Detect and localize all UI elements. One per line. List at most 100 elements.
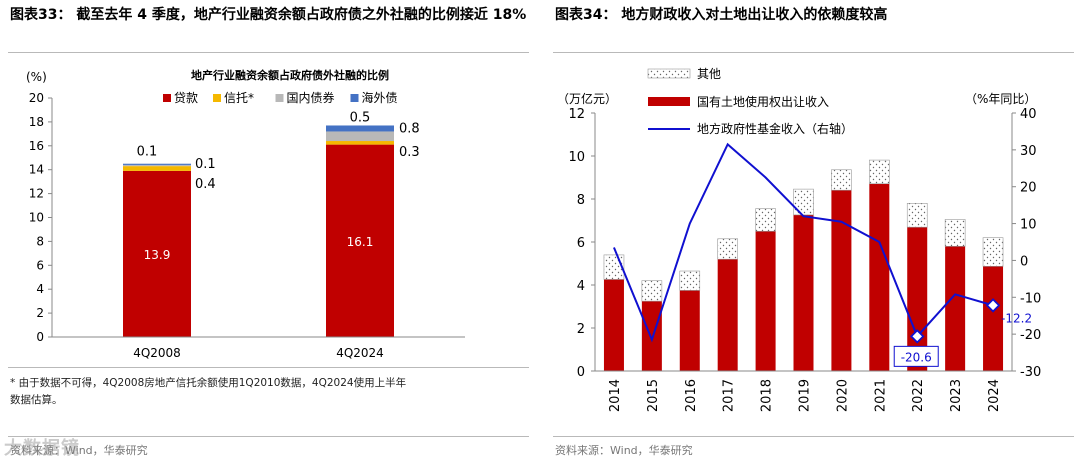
- left-bar-segment: [326, 141, 394, 145]
- right-bar-land: [717, 259, 738, 371]
- right-x-tick-label: 2018: [760, 379, 775, 412]
- left-title-rule: [8, 52, 529, 53]
- left-y-tick-label: 0: [36, 330, 44, 344]
- left-note-rule: [8, 367, 529, 368]
- left-bar-segment: [326, 125, 394, 132]
- right-annotation-marker: [909, 329, 925, 344]
- right-bar-land: [603, 279, 624, 371]
- right-right-tick-label: 40: [1020, 107, 1037, 122]
- right-right-axis-label: （%年同比）: [965, 92, 1036, 106]
- left-legend-swatch: [275, 94, 284, 102]
- left-source-rule: [8, 436, 529, 437]
- watermark-logo: 大数据镜: [4, 438, 80, 459]
- right-x-tick-label: 2016: [684, 379, 699, 412]
- left-data-label: 0.4: [195, 177, 216, 192]
- left-bar-segment: [326, 131, 394, 142]
- right-source: 资料来源：Wind，华泰研究: [555, 444, 693, 457]
- right-bar-land: [945, 246, 966, 371]
- right-right-tick-label: 30: [1020, 144, 1037, 159]
- right-bar-land: [793, 214, 814, 371]
- right-annotation-label: -12.2: [1001, 311, 1032, 325]
- left-bar-segment: [123, 164, 191, 167]
- right-legend-swatch-land: [648, 97, 690, 106]
- left-panel: 图表33： 截至去年 4 季度，地产行业融资余额占政府债之外社融的比例接近 18…: [0, 0, 535, 463]
- right-left-tick-label: 8: [577, 193, 585, 208]
- right-x-tick-label: 2019: [798, 379, 813, 412]
- right-right-tick-label: 0: [1020, 254, 1028, 269]
- left-data-label: 0.8: [399, 121, 420, 136]
- right-bar-other: [717, 238, 738, 260]
- left-data-label: 0.1: [195, 157, 216, 172]
- right-source-rule: [553, 436, 1074, 437]
- right-right-y-ticks: -30 -20 -10 0 10 20 30 40: [1012, 107, 1041, 380]
- left-legend-label: 信托*: [224, 91, 254, 105]
- left-data-label: 0.3: [399, 145, 420, 160]
- left-data-labels: 13.9 0.4 0.1 0.1 16.1 0.3 0.8 0.5: [137, 110, 420, 261]
- right-bar-land: [869, 183, 890, 371]
- right-bar-other: [641, 280, 663, 302]
- right-annotation-marker: [985, 298, 1001, 313]
- right-legend-swatch-other: [647, 68, 691, 79]
- left-source: 资料来源：Wind，华泰研究: [10, 444, 148, 457]
- left-y-tick-label: 20: [29, 91, 44, 105]
- right-title-rule: [553, 52, 1074, 53]
- right-bar-other: [869, 159, 890, 185]
- right-bar-other: [982, 237, 1004, 267]
- left-data-label: 0.1: [137, 145, 158, 160]
- right-legend-label-other: 其他: [697, 67, 721, 81]
- right-left-tick-label: 0: [577, 365, 585, 380]
- right-annotations: -20.6 -12.2: [893, 298, 1032, 367]
- left-legend-label: 国内债券: [287, 90, 335, 105]
- right-bar-other: [793, 188, 814, 216]
- left-y-ticks: 0 2 4 6 8 10 12 14 16 18 20: [29, 91, 52, 344]
- right-x-tick-label: 2024: [987, 379, 1002, 412]
- right-left-tick-label: 2: [577, 322, 585, 337]
- right-x-ticks: 2014 2015 2016 2017 2018 2019 2020 2021 2022 2023…: [608, 379, 1002, 412]
- right-left-y-ticks: 0 2 4 6 8 10 12: [568, 107, 595, 380]
- left-bar-segment: [123, 163, 191, 165]
- right-left-axis-label: （万亿元）: [557, 91, 617, 106]
- right-bar-land: [755, 231, 776, 371]
- left-y-tick-label: 10: [29, 211, 44, 225]
- right-right-tick-label: -30: [1020, 365, 1041, 380]
- right-bar-other: [831, 169, 852, 191]
- left-legend-label: 贷款: [174, 91, 198, 105]
- left-y-tick-label: 14: [29, 163, 44, 177]
- right-bar-other: [679, 270, 701, 291]
- right-right-tick-label: -10: [1020, 291, 1041, 306]
- left-y-tick-label: 8: [36, 234, 44, 248]
- left-bar-segment: [123, 170, 191, 337]
- left-figure-title: 图表33： 截至去年 4 季度，地产行业融资余额占政府债之外社融的比例接近 18…: [10, 7, 527, 23]
- right-annotation-label: -20.6: [901, 350, 932, 364]
- left-footnote-1: * 由于数据不可得，4Q2008房地产信托余额使用1Q2010数据，4Q2024…: [10, 377, 407, 389]
- left-legend-label: 海外债: [362, 90, 398, 105]
- right-bar-other: [944, 219, 966, 247]
- left-data-label: 13.9: [144, 248, 171, 262]
- right-left-tick-label: 6: [577, 236, 585, 251]
- left-data-label: 0.5: [350, 110, 371, 125]
- left-y-tick-label: 6: [36, 258, 44, 272]
- left-y-axis-label: (%): [26, 70, 47, 84]
- left-y-tick-label: 16: [29, 139, 44, 153]
- right-bar-other: [906, 203, 928, 228]
- right-x-tick-label: 2014: [608, 379, 623, 412]
- left-x-ticks: 4Q2008 4Q2024: [133, 346, 384, 360]
- left-legend-swatch: [350, 94, 359, 102]
- left-x-tick-label: 4Q2024: [336, 346, 384, 360]
- right-x-tick-label: 2021: [873, 379, 888, 412]
- right-bar-other: [755, 208, 776, 232]
- right-legend-label-land: 国有土地使用权出让收入: [697, 94, 829, 109]
- right-bar-land: [679, 290, 700, 371]
- left-x-tick-label: 4Q2008: [133, 346, 181, 360]
- left-legend-swatch: [163, 94, 171, 102]
- left-footnote-2: 数据估算。: [10, 394, 63, 406]
- left-y-tick-label: 4: [36, 282, 44, 296]
- right-right-tick-label: -20: [1020, 328, 1041, 343]
- right-annotation-box: [893, 345, 939, 367]
- left-y-tick-label: 18: [29, 115, 44, 129]
- right-left-tick-label: 10: [568, 150, 585, 165]
- right-bar-land: [831, 190, 852, 371]
- right-x-tick-label: 2015: [646, 379, 661, 412]
